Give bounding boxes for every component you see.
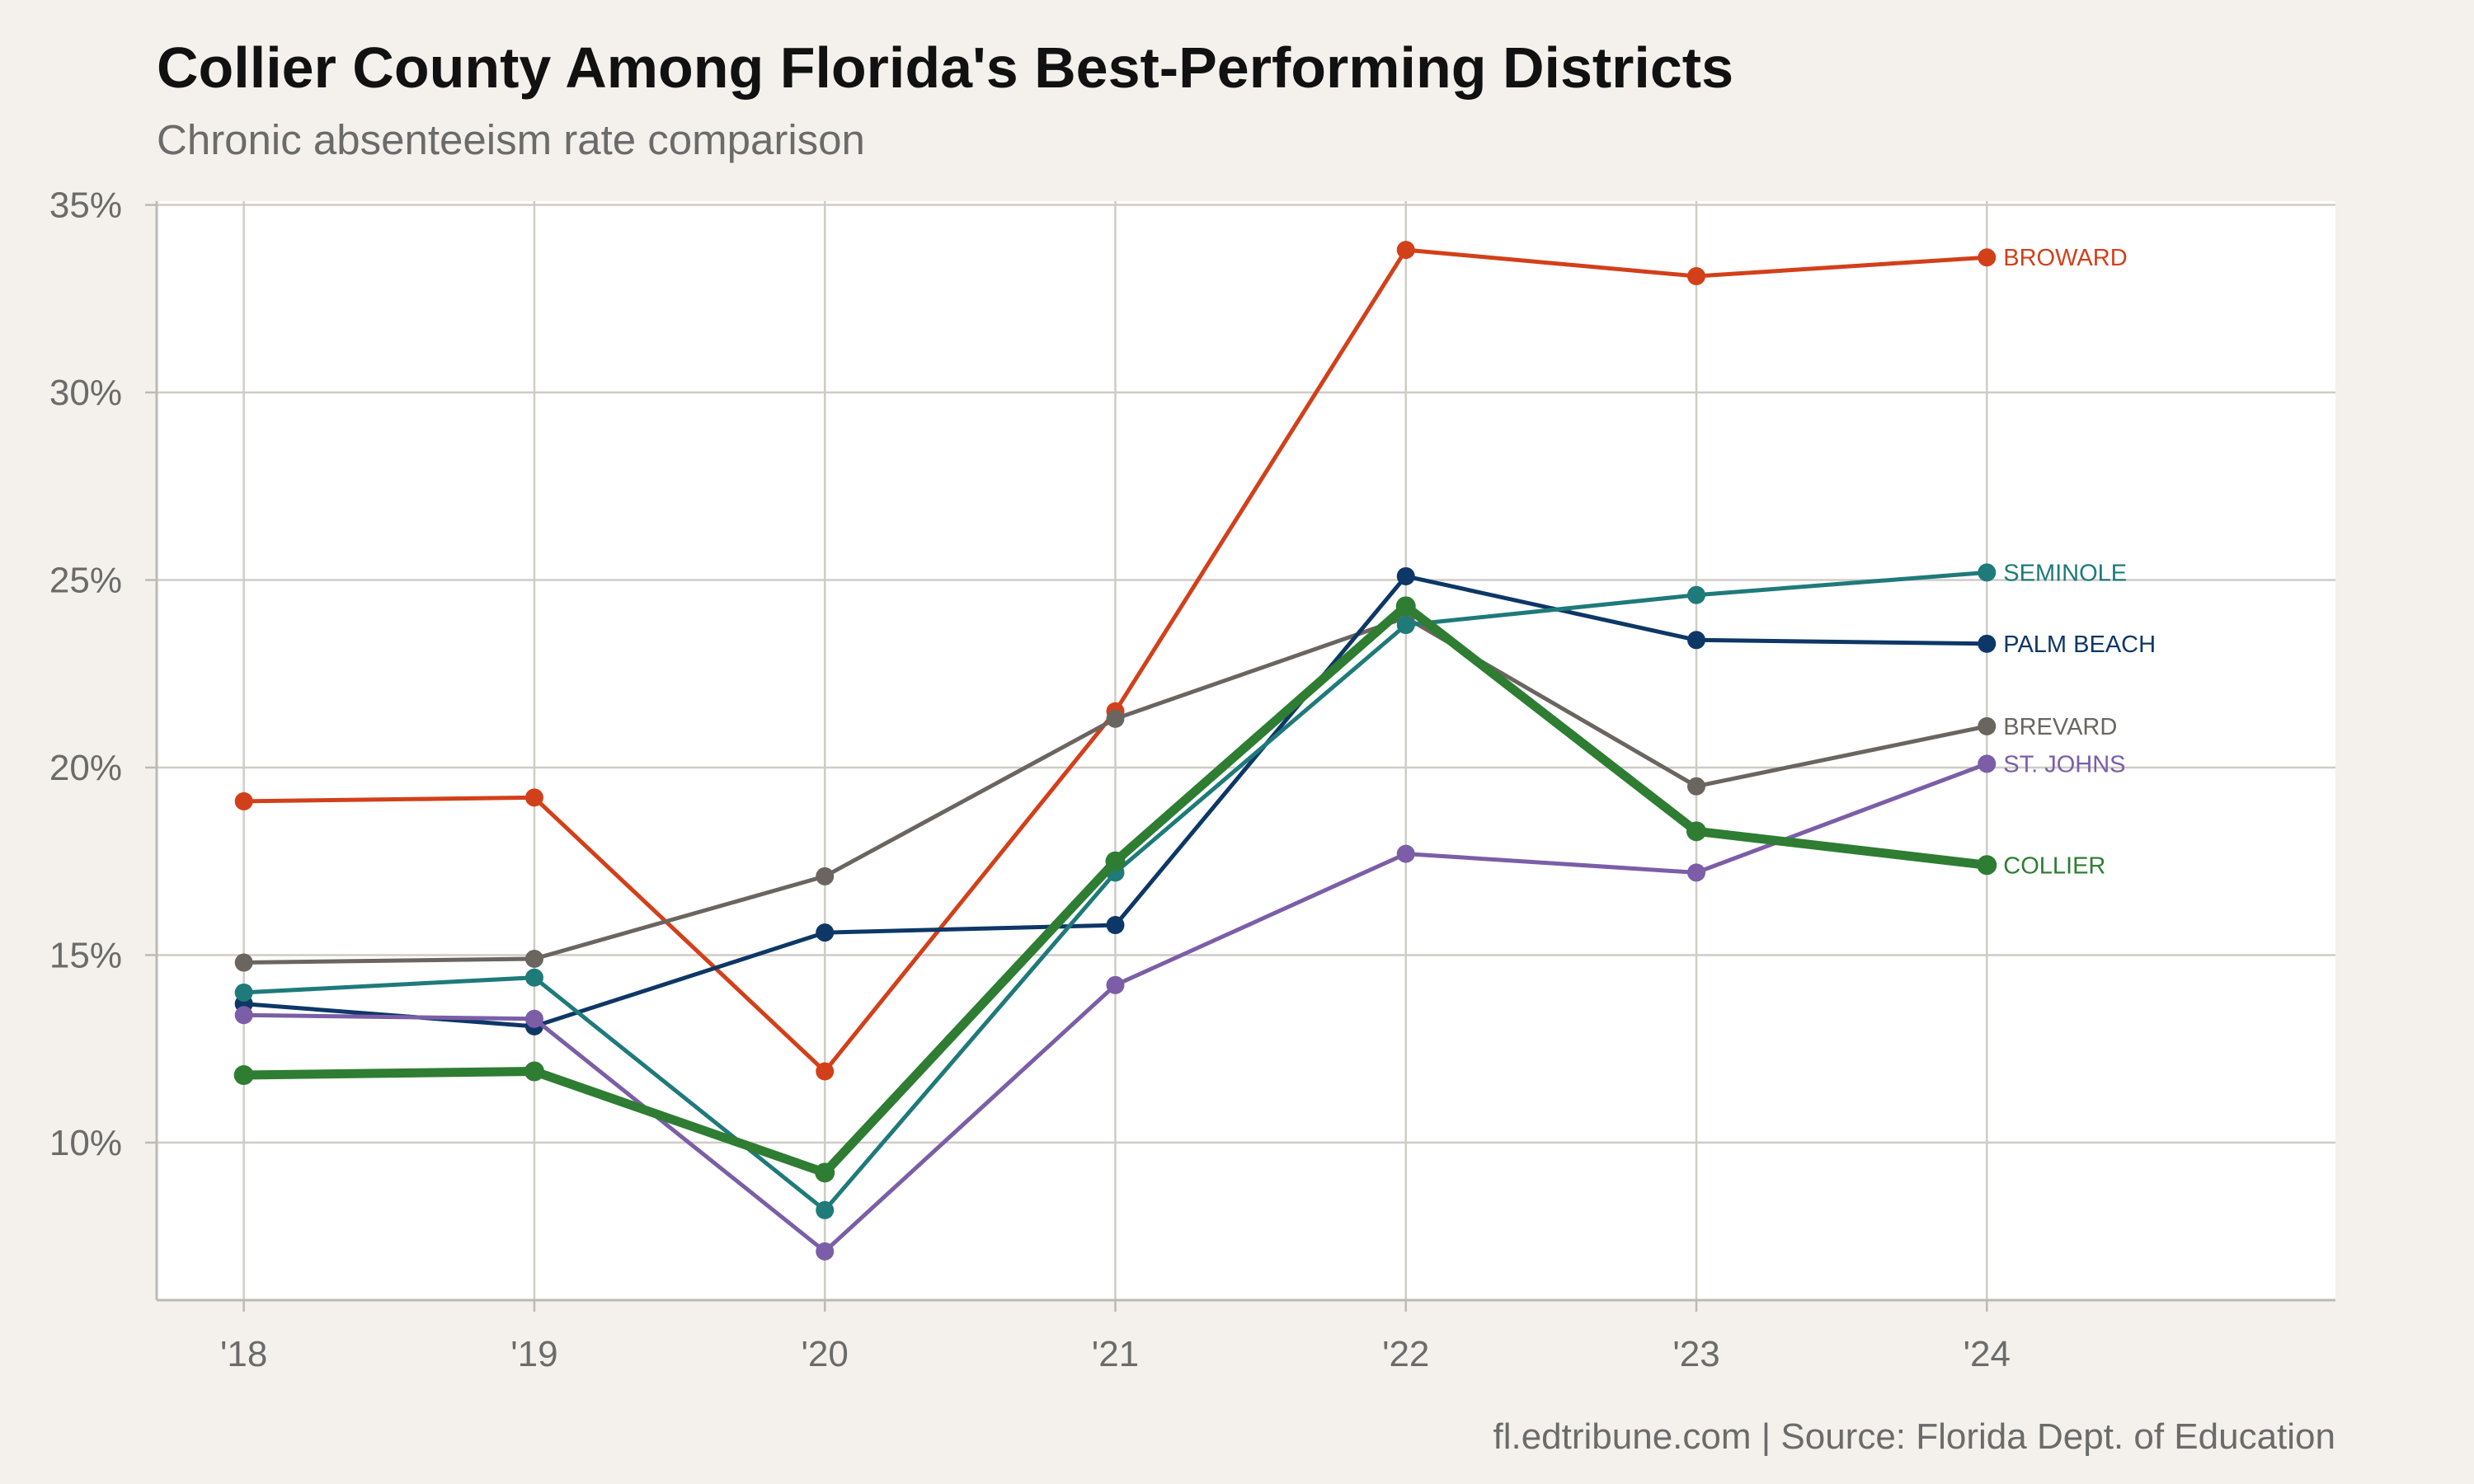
- x-tick-label: '24: [1964, 1334, 2011, 1374]
- data-point-st-johns: [1687, 863, 1706, 882]
- data-point-collier: [524, 1061, 544, 1082]
- data-point-palm-beach: [1396, 566, 1415, 585]
- y-tick-label: 35%: [49, 186, 122, 226]
- data-point-collier: [1977, 855, 1997, 876]
- data-point-brevard: [816, 866, 835, 885]
- data-point-seminole: [816, 1200, 835, 1219]
- data-point-brevard: [1106, 709, 1125, 728]
- data-point-seminole: [1396, 616, 1415, 635]
- series-st-johns: [234, 754, 1997, 1261]
- series-collier: [233, 596, 1997, 1183]
- x-tick-label: '19: [510, 1334, 557, 1374]
- data-point-st-johns: [1396, 844, 1415, 863]
- y-tick-label: 20%: [49, 748, 122, 788]
- series-label-brevard: BREVARD: [2003, 714, 2117, 740]
- data-point-palm-beach: [1106, 916, 1125, 935]
- data-point-broward: [234, 791, 253, 810]
- x-tick-label: '23: [1672, 1334, 1719, 1374]
- data-point-st-johns: [1106, 975, 1125, 994]
- y-tick-label: 30%: [49, 373, 122, 413]
- data-point-broward: [1978, 248, 1997, 267]
- x-tick-label: '18: [220, 1334, 267, 1374]
- data-point-seminole: [1978, 563, 1997, 582]
- y-tick-label: 25%: [49, 560, 122, 600]
- data-point-seminole: [234, 983, 253, 1002]
- data-point-seminole: [524, 968, 543, 987]
- grid: [157, 201, 2335, 1300]
- series-label-seminole: SEMINOLE: [2003, 560, 2127, 586]
- data-point-broward: [1396, 241, 1415, 260]
- y-tick-label: 15%: [49, 935, 122, 975]
- data-point-palm-beach: [1687, 631, 1706, 650]
- data-point-collier: [1105, 851, 1126, 871]
- data-point-collier: [233, 1065, 254, 1086]
- series-seminole: [234, 563, 1997, 1219]
- x-tick-label: '21: [1092, 1334, 1139, 1374]
- data-point-collier: [1686, 821, 1707, 842]
- data-point-st-johns: [234, 1006, 253, 1025]
- series-layer: [233, 241, 1997, 1261]
- data-point-collier: [1395, 596, 1416, 617]
- data-point-brevard: [1978, 716, 1997, 735]
- data-point-st-johns: [816, 1242, 835, 1261]
- data-point-broward: [816, 1062, 835, 1081]
- data-point-broward: [1687, 266, 1706, 285]
- series-brevard: [234, 608, 1997, 972]
- data-point-palm-beach: [1978, 634, 1997, 653]
- data-point-seminole: [1687, 585, 1706, 604]
- chart-subtitle: Chronic absenteeism rate comparison: [157, 116, 865, 163]
- data-point-st-johns: [1978, 754, 1997, 773]
- series-label-st-johns: ST. JOHNS: [2003, 751, 2125, 777]
- x-tick-label: '20: [802, 1334, 849, 1374]
- data-point-broward: [524, 788, 543, 807]
- data-point-palm-beach: [816, 923, 835, 942]
- x-tick-label: '22: [1382, 1334, 1429, 1374]
- axes: 10% 15% 20% 25% 30% 35% '18 '19 '20 '21 '22 '23 '24: [49, 186, 2335, 1374]
- series-label-broward: BROWARD: [2003, 245, 2127, 271]
- series-label-palm-beach: PALM BEACH: [2003, 632, 2156, 658]
- source-note: fl.edtribune.com | Source: Florida Dept.…: [1493, 1416, 2335, 1457]
- data-point-collier: [815, 1162, 835, 1183]
- data-point-brevard: [1687, 777, 1706, 796]
- data-point-brevard: [234, 953, 253, 972]
- series-labels: BROWARD BREVARD PALM BEACH SEMINOLE ST. JOHN…: [2003, 245, 2156, 879]
- data-point-brevard: [524, 949, 543, 968]
- series-label-collier: COLLIER: [2003, 852, 2105, 879]
- chart-title: Collier County Among Florida's Best-Perf…: [157, 35, 1734, 100]
- data-point-st-johns: [524, 1009, 543, 1028]
- y-tick-label: 10%: [49, 1123, 122, 1163]
